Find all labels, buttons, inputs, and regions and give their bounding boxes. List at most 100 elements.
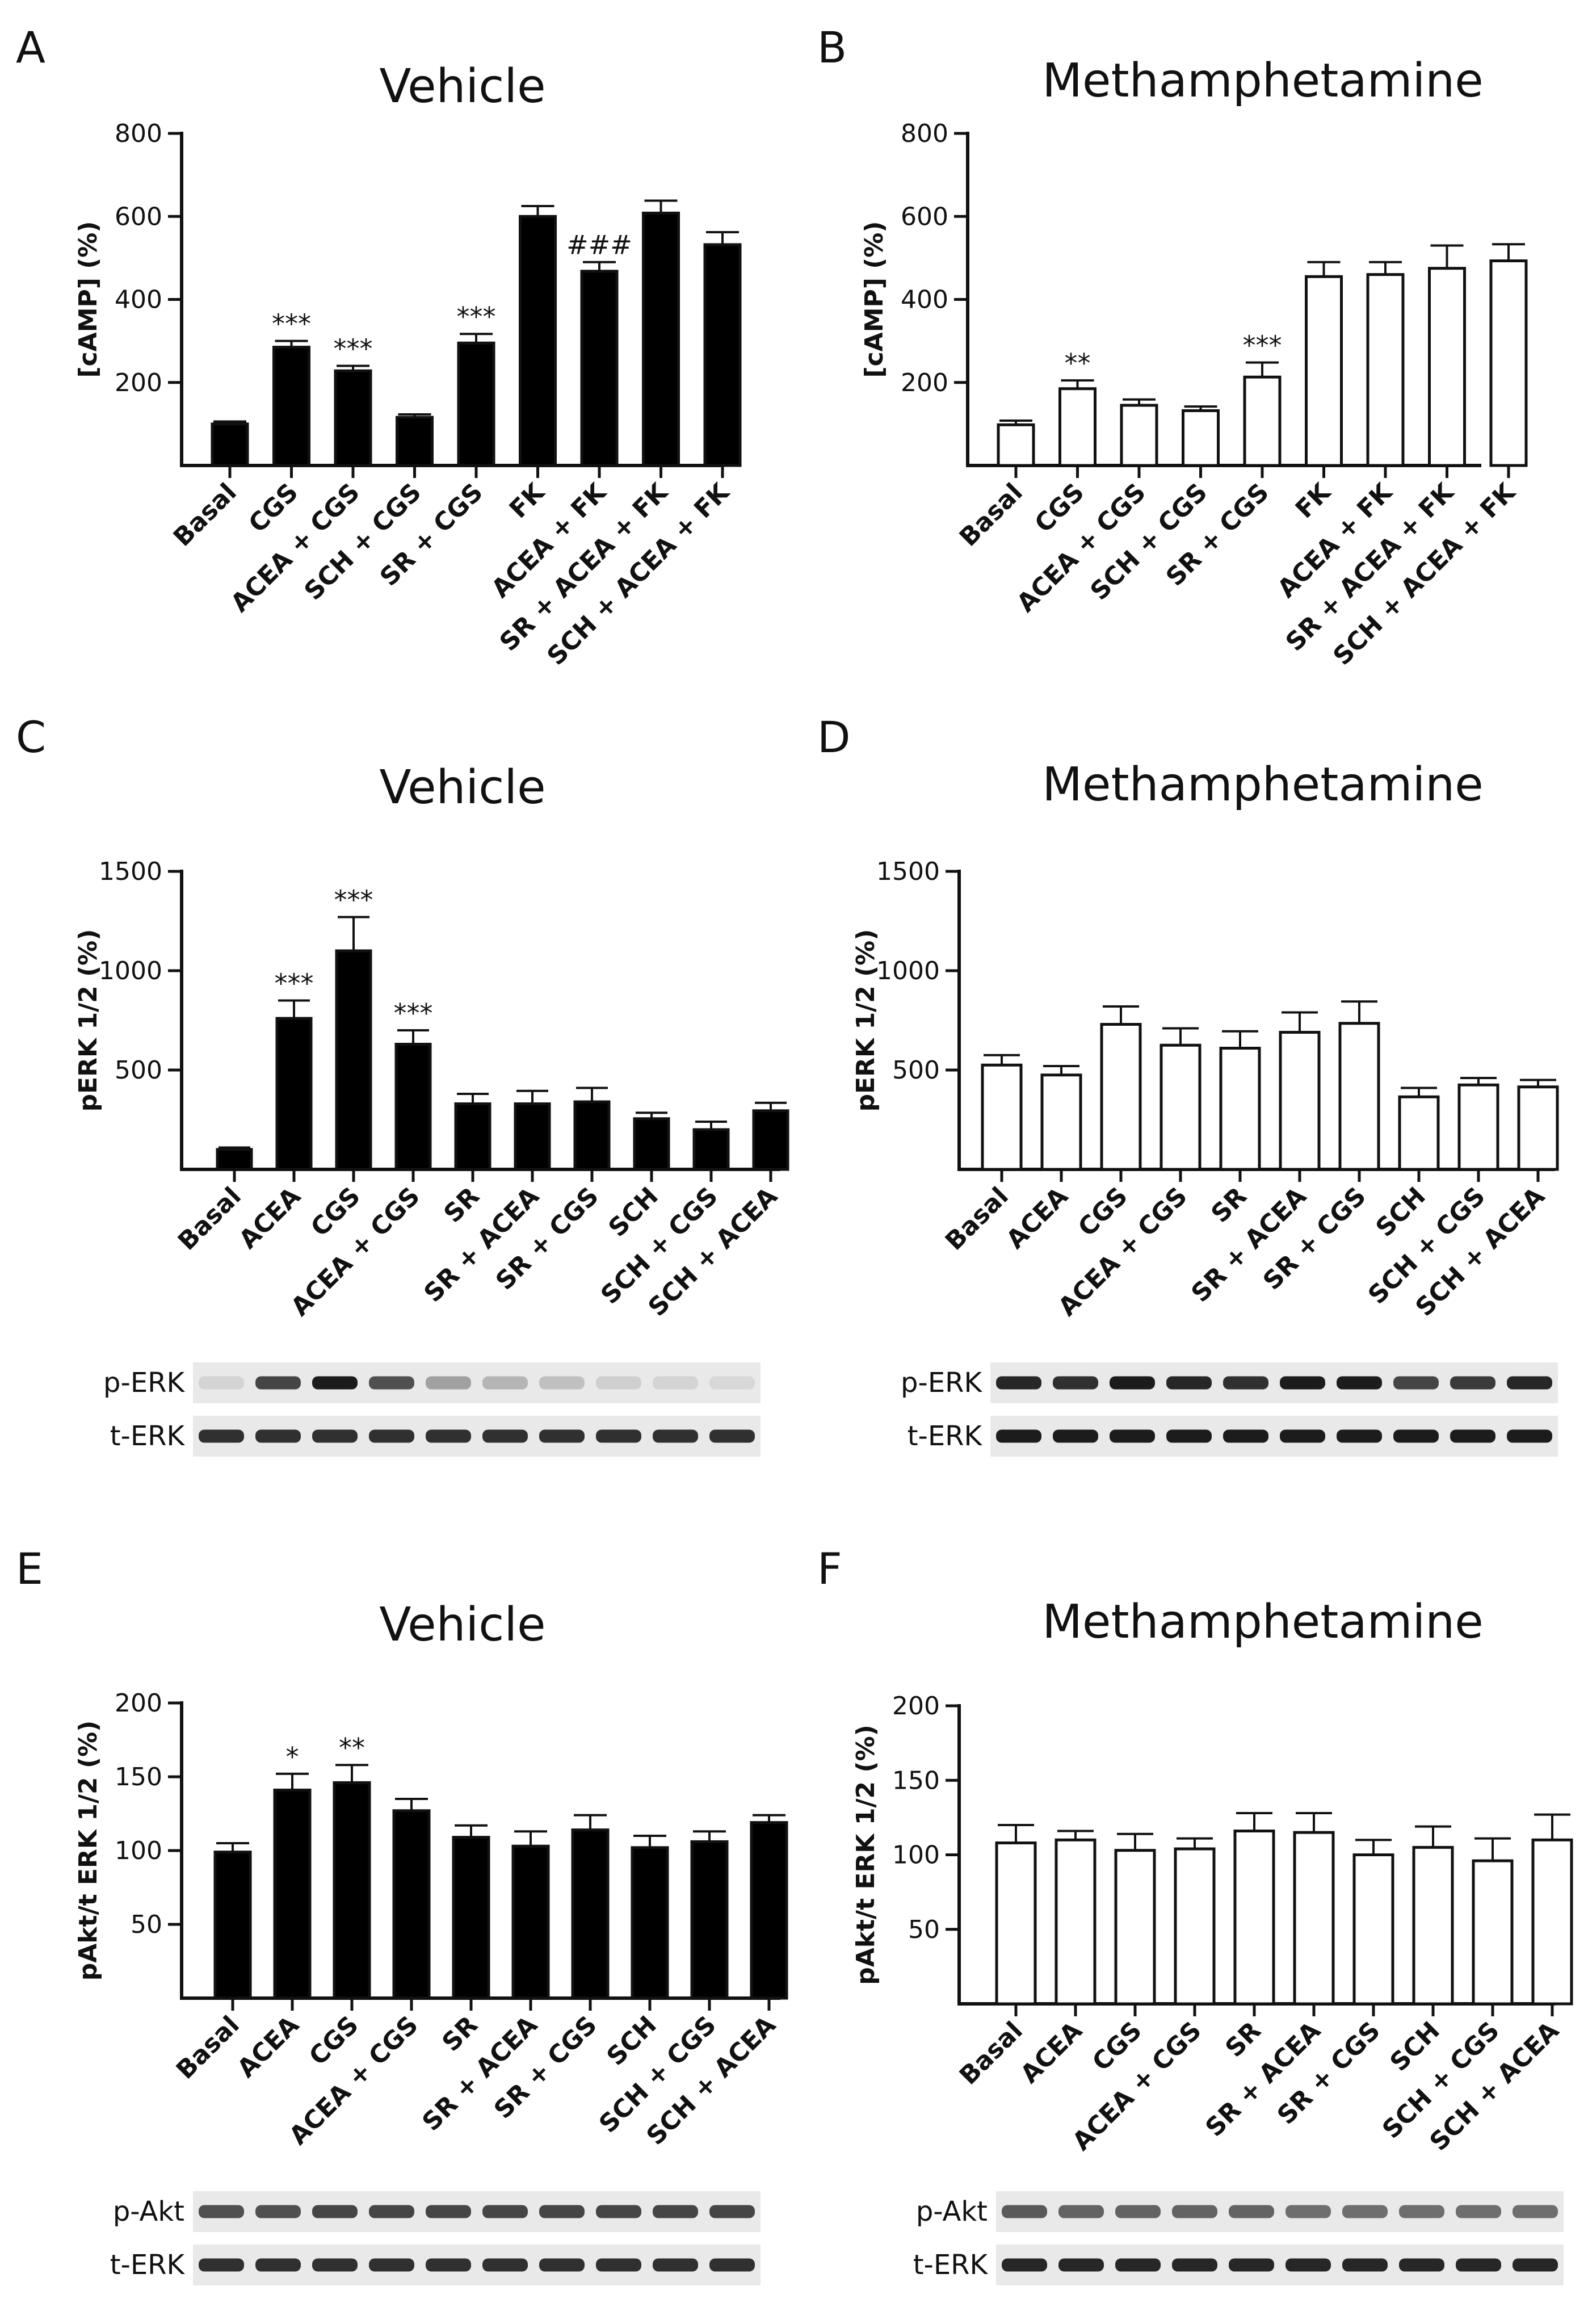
bar bbox=[981, 1063, 1023, 1171]
blot-band bbox=[199, 1429, 244, 1443]
panel-c: C Vehicle pERK 1/2 (%) 500 1000 1500 BasalACEA… bbox=[16, 712, 789, 1457]
blot-band bbox=[596, 2205, 641, 2218]
blot-row-label: t-ERK bbox=[913, 2249, 989, 2281]
significance-label: *** bbox=[334, 334, 373, 364]
panel-letter: C bbox=[16, 712, 46, 762]
blot-band bbox=[1285, 2205, 1331, 2218]
blot-band bbox=[1172, 2205, 1217, 2218]
blot-band bbox=[1223, 1429, 1268, 1443]
bar bbox=[1233, 1830, 1275, 2006]
bar bbox=[1279, 1031, 1321, 1171]
blot-band bbox=[1058, 2258, 1104, 2272]
significance-label: ### bbox=[566, 230, 632, 261]
blot-band bbox=[255, 1376, 301, 1390]
blot-band bbox=[426, 2258, 471, 2272]
x-tick-label: SR bbox=[436, 2011, 483, 2057]
bar bbox=[1243, 375, 1282, 467]
blot-band bbox=[596, 1376, 641, 1390]
significance-label: *** bbox=[272, 309, 311, 339]
bar bbox=[213, 1851, 252, 2000]
y-tick-label: 400 bbox=[115, 286, 162, 314]
bar bbox=[394, 1043, 432, 1171]
panel-f: F Methamphetamine pAkt/t ERK 1/2 (%) 50 100 1… bbox=[817, 1543, 1573, 2285]
bar bbox=[334, 369, 372, 467]
bar bbox=[1058, 387, 1097, 467]
panel-letter: A bbox=[16, 22, 45, 73]
x-tick-label: Basal bbox=[954, 478, 1028, 552]
bar bbox=[211, 422, 249, 467]
panel-title: Vehicle bbox=[379, 1598, 545, 1652]
blot-band bbox=[1110, 1376, 1155, 1390]
blot-band bbox=[1166, 1376, 1212, 1390]
blot-band bbox=[1115, 2258, 1161, 2272]
blot-band bbox=[426, 2205, 471, 2218]
blot-band bbox=[199, 2258, 244, 2272]
panel-title: Methamphetamine bbox=[1042, 1595, 1483, 1649]
blot-band bbox=[199, 1376, 244, 1390]
y-tick-label: 50 bbox=[131, 1910, 162, 1939]
x-tick-label: ACEA bbox=[1001, 1182, 1073, 1255]
bar bbox=[1489, 259, 1528, 467]
bar bbox=[454, 1102, 491, 1171]
panel-b: B Methamphetamine [cAMP] (%) 200 400 600 800 Ba… bbox=[817, 22, 1528, 671]
blot-band bbox=[1053, 1429, 1098, 1443]
bar bbox=[1412, 1845, 1454, 2006]
y-axis-label: pAkt/t ERK 1/2 (%) bbox=[851, 1725, 880, 1985]
y-axis-label: [cAMP] (%) bbox=[860, 221, 889, 377]
blot-band bbox=[709, 2258, 755, 2272]
bar bbox=[396, 416, 434, 467]
blot-band bbox=[1342, 2205, 1388, 2218]
bar bbox=[1055, 1838, 1097, 2006]
bar bbox=[511, 1844, 550, 2000]
y-axis-label: pERK 1/2 (%) bbox=[74, 929, 103, 1112]
bar bbox=[272, 346, 310, 467]
blot-row-label: p-Akt bbox=[916, 2196, 988, 2227]
blot-band bbox=[255, 2205, 301, 2218]
bar bbox=[571, 1828, 610, 2000]
blot-band bbox=[369, 1376, 414, 1390]
significance-label: *** bbox=[1243, 330, 1282, 361]
blot-band bbox=[1053, 1376, 1098, 1390]
blot-band bbox=[1002, 2205, 1047, 2218]
x-tick-label: SR bbox=[1220, 2016, 1266, 2063]
bar bbox=[1472, 1859, 1514, 2006]
x-tick-label: ACEA bbox=[232, 2011, 304, 2083]
bar bbox=[1398, 1095, 1440, 1171]
bar bbox=[1040, 1073, 1082, 1171]
blot-band bbox=[709, 2205, 755, 2218]
blot-row-label: t-ERK bbox=[110, 2249, 186, 2281]
blot-band bbox=[653, 1376, 698, 1390]
panel-letter: E bbox=[16, 1543, 43, 1594]
bar bbox=[457, 341, 495, 467]
bar bbox=[275, 1017, 313, 1171]
bar bbox=[273, 1788, 312, 2000]
blot-band bbox=[1285, 2258, 1331, 2272]
blot-band bbox=[312, 1376, 358, 1390]
blot-band bbox=[1507, 1376, 1552, 1390]
significance-label: * bbox=[286, 1742, 299, 1772]
blot-band bbox=[539, 2258, 585, 2272]
bar bbox=[216, 1148, 253, 1171]
y-tick-label: 100 bbox=[115, 1836, 162, 1865]
bar bbox=[1428, 267, 1466, 467]
bar bbox=[703, 243, 742, 467]
blot-band bbox=[539, 1376, 585, 1390]
bar bbox=[1293, 1831, 1335, 2006]
y-tick-label: 1500 bbox=[876, 857, 940, 886]
bar bbox=[690, 1840, 729, 2000]
blot-band bbox=[482, 2258, 528, 2272]
y-tick-label: 150 bbox=[892, 1766, 940, 1795]
blot-band bbox=[369, 1429, 414, 1443]
bar bbox=[580, 270, 619, 467]
bar bbox=[631, 1846, 669, 2000]
blot-band bbox=[653, 1429, 698, 1443]
blot-band bbox=[482, 1376, 528, 1390]
significance-label: *** bbox=[275, 968, 314, 999]
bar bbox=[752, 1109, 789, 1171]
blot-band bbox=[199, 2205, 244, 2218]
y-tick-label: 1000 bbox=[99, 957, 162, 985]
blot-band bbox=[1450, 1429, 1495, 1443]
blot-band bbox=[1456, 2205, 1501, 2218]
bar bbox=[392, 1809, 431, 2000]
